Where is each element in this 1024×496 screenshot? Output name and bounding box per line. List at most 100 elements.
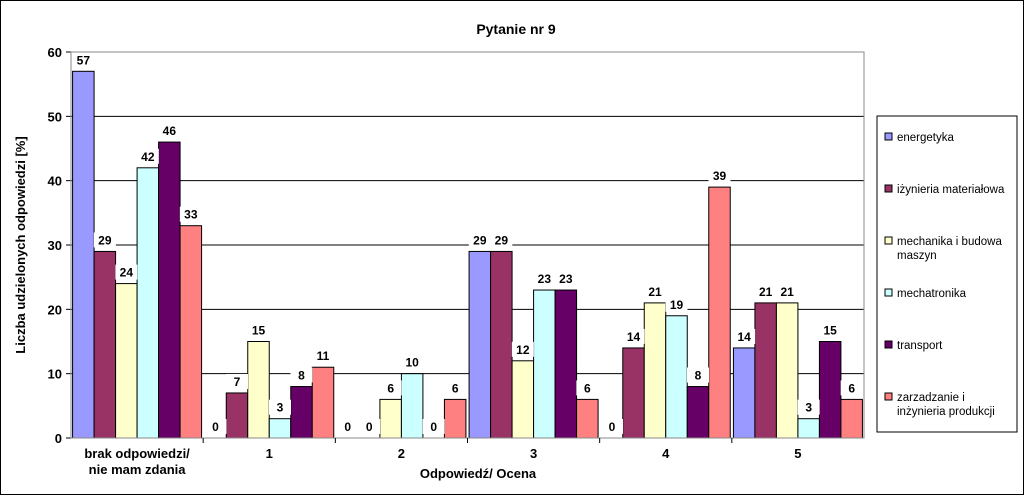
data-label: 39 — [713, 169, 727, 183]
bar — [708, 186, 731, 439]
bar — [511, 360, 535, 439]
bar — [840, 398, 863, 439]
x-tick-label: brak odpowiedzi/ — [84, 446, 190, 461]
data-label-bg — [819, 322, 842, 338]
bar — [311, 366, 335, 439]
y-tick-label: 10 — [48, 367, 62, 382]
x-tick-label: nie mam zdania — [89, 462, 187, 477]
data-label: 8 — [695, 369, 702, 383]
bar — [290, 386, 313, 439]
bar — [115, 283, 138, 439]
data-label: 0 — [212, 420, 219, 434]
bar — [136, 167, 160, 439]
legend-swatch — [884, 184, 893, 193]
bar — [554, 289, 578, 439]
bar — [179, 225, 203, 439]
legend-label: iżynieria materiałowa — [897, 184, 1005, 196]
legend-swatch — [884, 392, 893, 401]
data-label-bg — [665, 296, 688, 312]
data-label-bg — [601, 419, 623, 434]
bar — [732, 347, 756, 439]
bar — [490, 250, 513, 439]
y-axis-title: Liczba udzielonych odpowiedzi [%] — [13, 136, 28, 353]
data-label-bg — [687, 367, 709, 383]
x-tick-label: 5 — [794, 446, 801, 461]
x-tick-labels: brak odpowiedzi/nie mam zdania 1 2 3 4 5 — [84, 446, 801, 477]
data-label-bg — [379, 380, 402, 396]
data-label-bg — [290, 367, 313, 383]
y-tick-label: 30 — [48, 238, 62, 253]
data-label: 7 — [234, 375, 241, 389]
bar — [576, 398, 599, 439]
legend-label: mechatronika — [897, 288, 967, 300]
legend-label: energetyka — [897, 132, 955, 144]
axes — [70, 51, 865, 443]
data-label-bg — [733, 328, 756, 344]
legend-swatch — [884, 340, 893, 349]
data-label-bg — [336, 419, 359, 434]
x-tick-label: 1 — [266, 446, 273, 461]
bar — [379, 398, 402, 439]
bar — [533, 289, 556, 439]
data-label-bg — [554, 271, 577, 287]
data-label: 46 — [163, 124, 177, 138]
data-label-bg — [312, 348, 334, 364]
y-tick-label: 20 — [48, 302, 62, 317]
legend-label: zarzadzanie i inżynieria produkcji — [897, 392, 995, 418]
y-tick-label: 60 — [48, 45, 62, 60]
data-label: 57 — [77, 53, 91, 67]
data-label: 3 — [277, 401, 284, 415]
bar — [72, 70, 95, 439]
data-label: 33 — [184, 208, 198, 222]
bar — [468, 250, 492, 439]
data-label: 21 — [759, 285, 773, 299]
data-label-bg — [754, 283, 777, 299]
x-tick-label: 3 — [530, 446, 537, 461]
data-label: 6 — [387, 381, 394, 395]
data-label: 21 — [780, 285, 794, 299]
data-label-bg — [511, 341, 534, 357]
bar — [268, 418, 292, 439]
y-tick-label: 50 — [48, 109, 62, 124]
legend-swatch — [884, 236, 893, 245]
data-label: 0 — [344, 420, 351, 434]
data-label-bg — [136, 148, 159, 164]
bar — [665, 315, 688, 439]
data-label-bg — [247, 322, 270, 338]
y-tick-label: 0 — [55, 431, 62, 446]
data-label-bg — [797, 399, 820, 415]
legend-box — [876, 115, 1018, 433]
data-label-bg — [708, 168, 731, 184]
data-label: 29 — [98, 233, 112, 247]
data-label: 19 — [670, 298, 684, 312]
data-label: 29 — [495, 233, 509, 247]
data-label: 21 — [648, 285, 662, 299]
bar — [775, 302, 799, 439]
bar — [818, 341, 842, 439]
data-label-bg — [533, 271, 556, 287]
data-label-bg — [115, 264, 138, 280]
data-label-bg — [158, 123, 181, 139]
data-label-bg — [401, 354, 424, 370]
y-tick-label: 40 — [48, 174, 62, 189]
legend-swatch — [884, 132, 893, 141]
data-label-bg — [468, 232, 491, 248]
bars — [72, 70, 863, 439]
data-label: 6 — [584, 381, 591, 395]
chart-title: Pytanie nr 9 — [476, 21, 556, 37]
data-label-bg — [204, 419, 227, 434]
data-label-bg — [226, 373, 248, 389]
data-label: 10 — [405, 356, 419, 370]
data-label-bg — [490, 232, 513, 248]
data-label: 6 — [452, 381, 459, 395]
data-label-bg — [840, 380, 863, 396]
data-label: 23 — [538, 272, 552, 286]
bar — [622, 347, 645, 439]
y-tick-labels: 0 10 20 30 40 50 60 — [48, 45, 62, 446]
data-label: 14 — [627, 330, 641, 344]
data-label-bg — [179, 206, 202, 222]
data-label: 15 — [823, 324, 837, 338]
data-label-bg — [776, 283, 799, 299]
bar — [158, 141, 181, 439]
